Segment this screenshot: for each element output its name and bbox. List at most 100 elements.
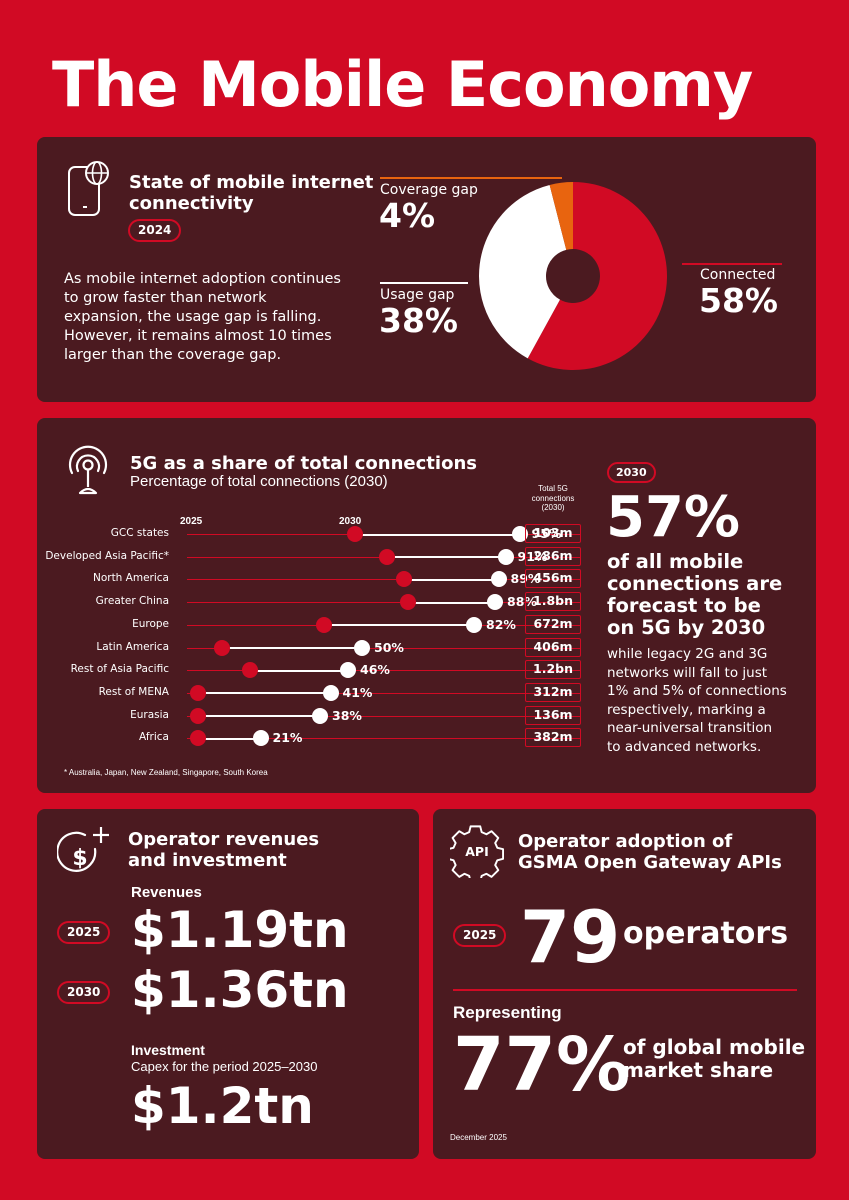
row-label: Greater China: [95, 595, 169, 608]
total-5g-connections: 406m: [525, 637, 581, 657]
row-change-segment: [386, 556, 506, 559]
total-header: Total 5G connections (2030): [527, 484, 579, 513]
big-text-line: forecast to be: [607, 594, 761, 617]
market-share-line1: of global mobile: [623, 1035, 806, 1059]
big-text-line: connections are: [607, 572, 783, 595]
fiveg-panel: 5G as a share of total connections Perce…: [37, 418, 816, 793]
point-2025: [189, 684, 206, 701]
revenues-label: Revenues: [131, 884, 202, 901]
row-change-segment: [197, 715, 320, 718]
row-change-segment: [197, 737, 261, 740]
connectivity-description: As mobile internet adoption continues to…: [64, 270, 364, 365]
row-label: Eurasia: [130, 708, 169, 721]
apis-title: Operator adoption of GSMA Open Gateway A…: [518, 831, 782, 873]
fiveg-detail: while legacy 2G and 3G networks will fal…: [607, 645, 787, 756]
revenues-title: Operator revenues and investment: [128, 829, 319, 871]
total-header-line: connections: [531, 493, 575, 503]
point-2025: [242, 662, 258, 679]
value-label-2030: 21%: [272, 730, 303, 746]
coverage-gap-slice: [549, 182, 573, 250]
total-5g-connections: 286m: [525, 546, 581, 566]
coverage-label: Coverage gap: [380, 182, 478, 198]
investment-value: $1.2tn: [131, 1077, 314, 1135]
revenues-panel: $ Operator revenues and investment Reven…: [37, 809, 419, 1159]
coverage-value: 4%: [379, 196, 436, 235]
big-text-line: on 5G by 2030: [607, 616, 766, 639]
total-header-line: (2030): [541, 503, 565, 512]
row-label: Rest of MENA: [98, 685, 169, 698]
investment-label: Investment: [131, 1042, 205, 1058]
connected-leader-line: [682, 263, 782, 265]
row-baseline: [187, 602, 580, 604]
value-label-2030: 95%: [531, 526, 562, 541]
row-change-segment: [323, 624, 474, 627]
point-2030: [354, 639, 370, 656]
total-5g-connections: 103m: [525, 524, 581, 543]
point-2030: [312, 707, 328, 724]
detail-line: while legacy 2G and 3G: [607, 646, 768, 662]
point-2030: [490, 571, 507, 588]
total-5g-connections: 1.2bn: [525, 660, 581, 680]
description-line: larger than the coverage gap.: [64, 347, 282, 363]
svg-text:$: $: [72, 846, 87, 871]
usage-value: 38%: [379, 301, 458, 340]
year-badge: 2024: [128, 219, 182, 242]
footnote: * Australia, Japan, New Zealand, Singapo…: [64, 768, 268, 777]
point-2025: [347, 526, 363, 542]
coverage-leader-line: [380, 177, 562, 179]
usage-gap-slice: [479, 184, 567, 359]
value-label-2030: 88%: [507, 594, 537, 610]
value-label-2030: 38%: [332, 707, 362, 723]
investment-subtitle: Capex for the period 2025–2030: [131, 1059, 318, 1074]
point-2025: [315, 616, 332, 633]
point-2030: [252, 730, 269, 747]
api-gear-icon: API: [450, 825, 504, 878]
row-baseline: [187, 670, 580, 672]
market-share-value: 77%: [453, 1022, 631, 1108]
value-label-2030: 82%: [486, 616, 516, 632]
fiveg-big-value: 57%: [606, 485, 741, 550]
fiveg-subtitle: Percentage of total connections (2030): [130, 473, 388, 490]
year-badge-2030: 2030: [607, 462, 656, 483]
revenues-title-line1: Operator revenues: [128, 829, 320, 850]
row-label: North America: [92, 572, 169, 585]
row-change-segment: [355, 533, 520, 536]
representing-label: Representing: [453, 1003, 562, 1022]
row-label: Rest of Asia Pacific: [70, 663, 169, 676]
phone-globe-icon: [68, 161, 109, 216]
operators-count: 79: [520, 895, 621, 979]
row-change-segment: [222, 647, 362, 649]
detail-line: to advanced networks.: [607, 738, 762, 755]
description-line: to grow faster than network: [64, 290, 267, 306]
connected-label: Connected: [700, 267, 776, 283]
apis-panel: API Operator adoption of GSMA Open Gatew…: [433, 809, 816, 1159]
revenue-2025-value: $1.19tn: [131, 901, 349, 959]
detail-line: networks will fall to just: [607, 664, 768, 681]
detail-line: near-universal transition: [607, 720, 773, 736]
connected-value: 58%: [699, 281, 778, 320]
row-baseline: [187, 692, 580, 694]
market-share-line2: market share: [623, 1058, 774, 1082]
fiveg-big-text: of all mobile connections are forecast t…: [607, 551, 782, 639]
row-baseline: [187, 647, 580, 649]
point-2025: [189, 707, 206, 724]
row-baseline: [187, 579, 580, 581]
row-label: Latin America: [96, 640, 169, 653]
detail-line: 1% and 5% of connections: [607, 683, 787, 699]
value-label-2030: 46%: [360, 662, 390, 678]
connectivity-donut-chart: [479, 182, 667, 371]
connectivity-panel: State of mobile internet connectivity 20…: [37, 137, 816, 402]
total-5g-connections: 136m: [525, 705, 581, 725]
svg-text:API: API: [465, 844, 489, 859]
value-label-2030: 91%: [517, 548, 548, 564]
apis-title-line2: GSMA Open Gateway APIs: [518, 852, 782, 873]
point-2030: [487, 594, 503, 611]
total-5g-connections: 1.8bn: [525, 592, 581, 612]
total-5g-connections: 456m: [525, 569, 581, 589]
row-label: Africa: [139, 731, 169, 744]
connectivity-title-line2: connectivity: [129, 193, 254, 214]
antenna-signal-icon: [68, 445, 108, 495]
row-baseline: [187, 738, 580, 740]
description-line: As mobile internet adoption continues: [64, 271, 341, 287]
operators-label: operators: [623, 916, 789, 951]
